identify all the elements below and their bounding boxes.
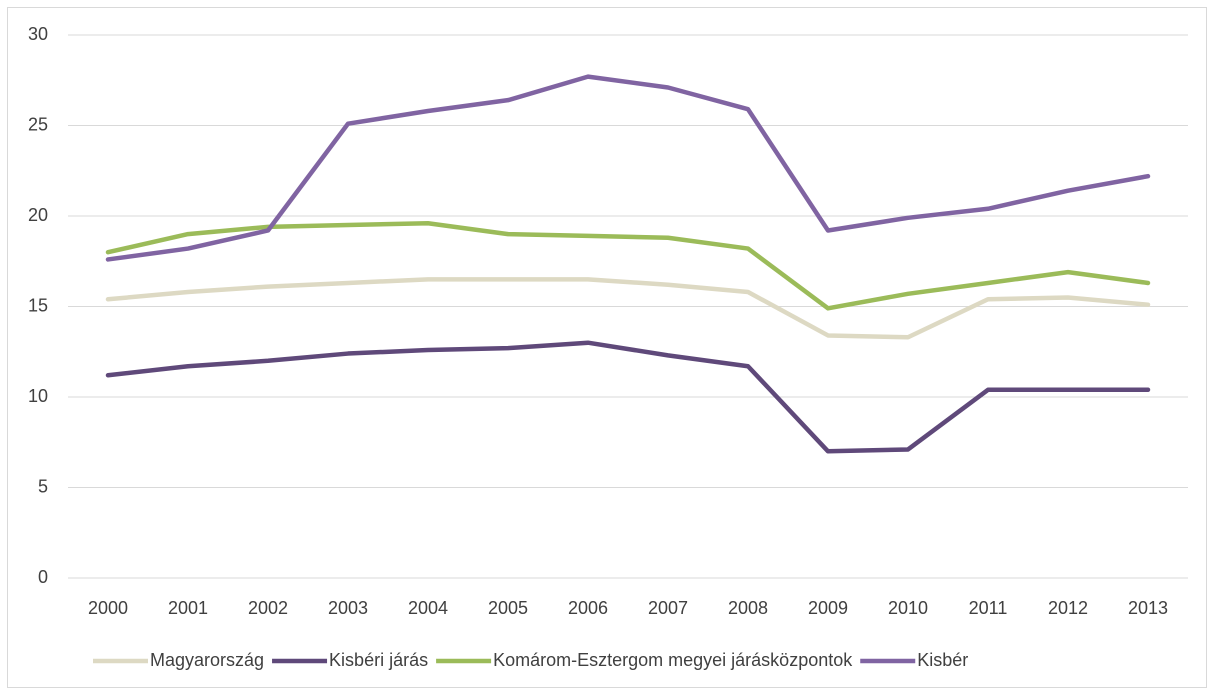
y-tick-label: 20 <box>28 205 48 225</box>
x-tick-label: 2002 <box>248 598 288 618</box>
series-line <box>105 220 1151 311</box>
x-tick-label: 2012 <box>1048 598 1088 618</box>
x-tick-label: 2000 <box>88 598 128 618</box>
x-tick-label: 2005 <box>488 598 528 618</box>
legend-label: Komárom-Esztergom megyei járásközpontok <box>493 650 853 670</box>
x-tick-label: 2008 <box>728 598 768 618</box>
y-tick-label: 25 <box>28 114 48 134</box>
x-tick-label: 2003 <box>328 598 368 618</box>
legend-label: Magyarország <box>150 650 264 670</box>
x-tick-label: 2006 <box>568 598 608 618</box>
legend-label: Kisbéri járás <box>329 650 428 670</box>
x-tick-label: 2004 <box>408 598 448 618</box>
x-tick-label: 2007 <box>648 598 688 618</box>
y-tick-label: 10 <box>28 386 48 406</box>
legend-label: Kisbér <box>917 650 968 670</box>
y-tick-label: 0 <box>38 567 48 587</box>
x-tick-label: 2010 <box>888 598 928 618</box>
series-line <box>105 340 1151 454</box>
x-tick-label: 2011 <box>969 598 1008 618</box>
y-tick-label: 5 <box>38 476 48 496</box>
x-tick-label: 2001 <box>168 598 208 618</box>
x-tick-label: 2013 <box>1128 598 1168 618</box>
x-tick-label: 2009 <box>808 598 848 618</box>
y-tick-label: 30 <box>28 24 48 44</box>
y-tick-label: 15 <box>28 295 48 315</box>
series-line <box>105 277 1151 340</box>
series-line <box>105 74 1151 262</box>
